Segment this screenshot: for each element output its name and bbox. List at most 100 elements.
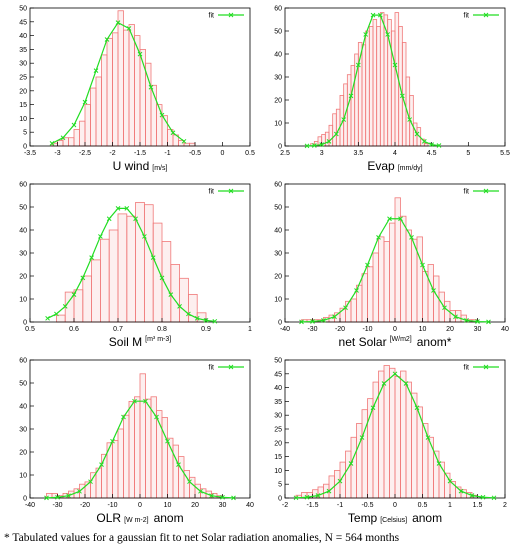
bar (145, 398, 152, 499)
fit-marker (110, 438, 115, 444)
fit-marker (66, 493, 71, 499)
fit-marker (486, 319, 491, 325)
legend-marker (228, 364, 234, 370)
bar (346, 74, 352, 147)
fit-marker (365, 262, 370, 268)
x-tick-label: -2 (282, 502, 288, 509)
bar (156, 104, 163, 147)
bar (117, 428, 124, 499)
bar (100, 238, 110, 323)
bar (152, 222, 163, 323)
y-tick-label: 30 (19, 251, 27, 258)
x-tick-label: 0.5 (25, 326, 35, 333)
y-tick-label: 40 (274, 228, 282, 235)
bar (84, 104, 91, 147)
y-tick-label: 20 (274, 98, 282, 105)
x-axis-title: Soil M (109, 335, 142, 349)
bar (324, 131, 330, 147)
fit-marker (168, 292, 174, 297)
x-tick-label: 10 (164, 502, 172, 509)
fit-marker (187, 479, 192, 485)
fit-marker (71, 292, 77, 297)
bar (383, 365, 390, 499)
fit-marker (77, 488, 82, 494)
y-tick-label: 15 (274, 454, 282, 461)
fit-marker (181, 138, 187, 144)
y-tick-label: 10 (274, 121, 282, 128)
x-axis-title: net Solar (339, 335, 387, 349)
fit-marker (198, 488, 203, 494)
bar (101, 54, 108, 147)
y-tick-label: 20 (19, 88, 27, 95)
fit-marker (148, 84, 154, 90)
fit-marker (54, 311, 59, 317)
bar (383, 241, 390, 323)
bar (90, 87, 97, 147)
x-axis-units: [mm/dy] (398, 165, 423, 172)
fit-marker (154, 414, 159, 420)
y-tick-label: 60 (19, 358, 27, 365)
bar (427, 264, 434, 323)
fit-marker (398, 216, 403, 222)
x-tick-label: -30 (307, 326, 317, 333)
y-tick-label: 0 (23, 320, 27, 327)
x-tick-label: -20 (80, 502, 90, 509)
fit-marker (177, 304, 182, 309)
x-tick-label: -20 (335, 326, 345, 333)
bar (372, 252, 379, 323)
fit-marker (203, 318, 209, 323)
fit-marker (186, 311, 191, 317)
legend-marker (228, 188, 234, 194)
fit-marker (381, 381, 387, 386)
x-tick-label: -40 (25, 502, 35, 509)
x-tick-label: 2.5 (280, 150, 290, 157)
bar (117, 213, 128, 323)
bar (365, 30, 370, 147)
footnote: * Tabulated values for a gaussian fit to… (4, 532, 400, 544)
x-axis-suffix: anom (154, 511, 184, 525)
bar (367, 266, 374, 323)
x-tick-label: -3.5 (24, 150, 36, 157)
y-tick-label: 10 (19, 116, 27, 123)
fit-marker (377, 12, 383, 18)
fit-marker (62, 304, 68, 309)
x-axis-label: Temp [Celsius] anom (348, 511, 442, 525)
x-axis-units: [Celsius] (380, 517, 407, 524)
y-tick-label: 45 (274, 371, 282, 378)
bar (183, 142, 190, 147)
x-tick-label: 20 (191, 502, 199, 509)
bar (350, 436, 357, 499)
bar (95, 76, 102, 147)
y-tick-label: 20 (19, 450, 27, 457)
bar (350, 65, 356, 147)
fit-marker (99, 462, 104, 468)
fit-marker (49, 141, 55, 146)
fit-marker (420, 262, 425, 268)
fit-marker (93, 68, 99, 74)
bar (361, 409, 368, 499)
bar (134, 396, 141, 499)
fit-marker (421, 139, 427, 144)
bar (91, 259, 101, 323)
bar (345, 450, 352, 499)
fit-marker (355, 62, 361, 68)
fit-marker (71, 122, 77, 128)
bar (68, 137, 75, 147)
fit-marker (354, 288, 359, 293)
x-axis-units: [m³ m-3] (145, 336, 171, 343)
fit-marker (359, 435, 365, 440)
fit-marker (370, 12, 376, 18)
y-tick-label: 5 (278, 482, 282, 489)
bar (57, 140, 64, 147)
x-tick-label: 3.5 (353, 150, 363, 157)
bar (416, 236, 423, 323)
x-tick-label: -0.5 (361, 502, 373, 509)
x-tick-label: -10 (362, 326, 372, 333)
fit-marker (348, 461, 354, 466)
x-tick-label: 0 (221, 150, 225, 157)
fit-marker (341, 117, 347, 122)
bar (400, 215, 407, 323)
bar (379, 12, 385, 147)
y-tick-label: 60 (274, 182, 282, 189)
x-tick-label: 5 (466, 150, 470, 157)
